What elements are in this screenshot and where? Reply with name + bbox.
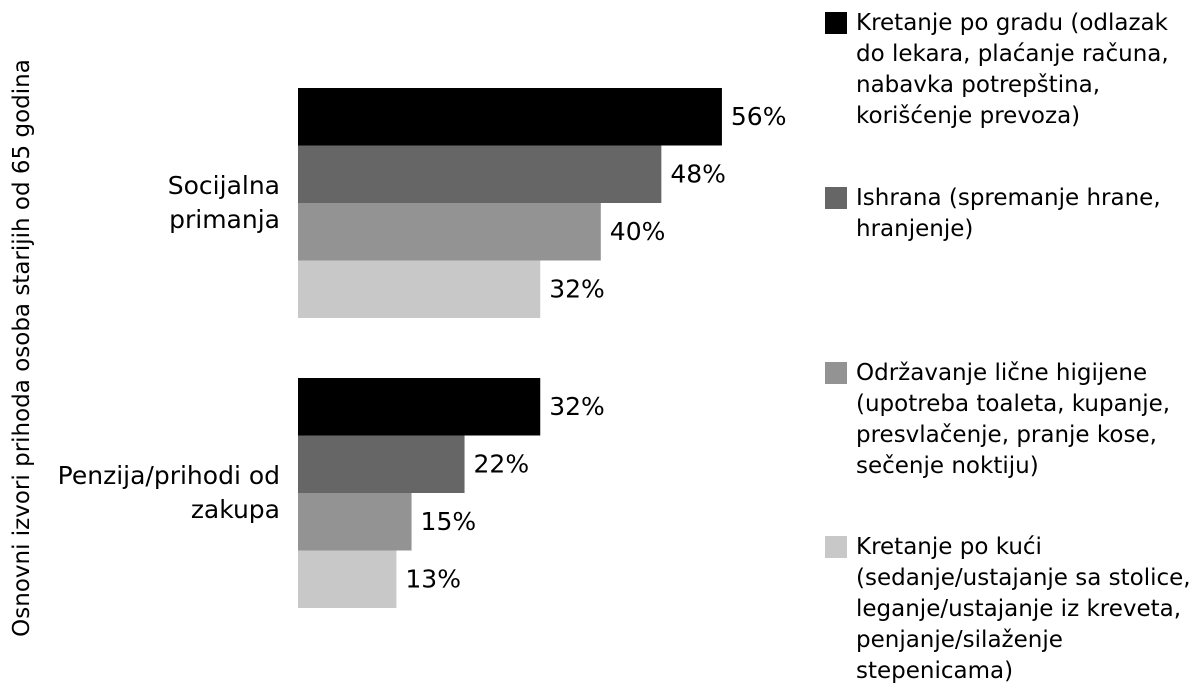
bar [298, 378, 541, 436]
legend-swatch [825, 187, 847, 209]
legend-label: Kretanje po kući (sedanje/ustajanje sa s… [856, 534, 1191, 684]
legend-item: Kretanje po kući (sedanje/ustajanje sa s… [825, 532, 1201, 687]
legend-label: Održavanje lične higijene (upotreba toal… [856, 360, 1171, 479]
value-label: 32% [549, 392, 605, 421]
value-label: 22% [474, 449, 530, 478]
category-label: Penzija/prihodi od zakupa [57, 461, 280, 524]
bar [298, 88, 722, 146]
legend-swatch [825, 362, 847, 384]
bar [298, 145, 662, 203]
category-label: Socijalna primanja [167, 171, 280, 234]
bar [298, 260, 541, 318]
legend-item: Kretanje po gradu (odlazak do lekara, pl… [825, 8, 1201, 132]
legend-swatch [825, 536, 847, 558]
y-axis-label: Osnovni izvori prihoda osoba starijih od… [9, 59, 35, 637]
bar [298, 550, 397, 608]
value-label: 32% [549, 274, 605, 303]
legend-label: Ishrana (spremanje hrane, hranjenje) [856, 185, 1161, 242]
bar [298, 493, 412, 551]
legend-item: Ishrana (spremanje hrane, hranjenje) [825, 183, 1201, 245]
value-label: 56% [731, 102, 787, 131]
legend-item: Održavanje lične higijene (upotreba toal… [825, 358, 1201, 482]
value-label: 40% [610, 217, 666, 246]
value-label: 48% [670, 159, 726, 188]
bar [298, 435, 465, 493]
value-label: 13% [405, 564, 461, 593]
legend-swatch [825, 12, 847, 34]
legend-label: Kretanje po gradu (odlazak do lekara, pl… [856, 10, 1169, 129]
bar [298, 203, 601, 261]
value-label: 15% [421, 507, 477, 536]
